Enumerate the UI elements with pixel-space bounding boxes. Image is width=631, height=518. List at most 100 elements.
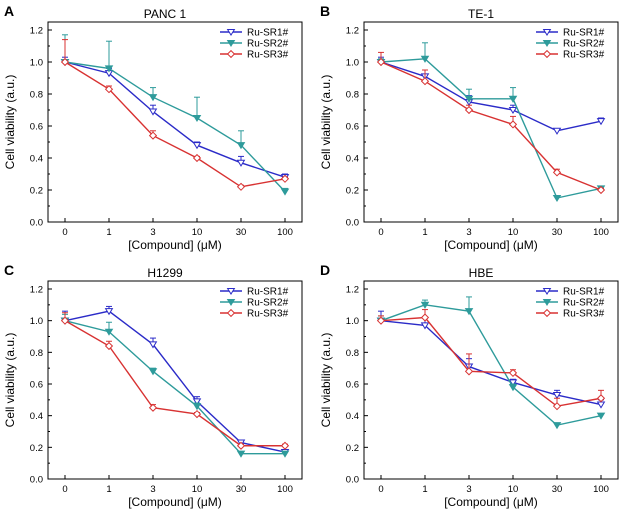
chart-title: HBE [469,266,494,280]
legend-label: Ru-SR1# [563,287,605,298]
chart-title: PANC 1 [144,7,187,21]
y-tick-label: 1.0 [346,58,359,69]
y-axis-label: Cell viability (a.u.) [319,333,333,428]
y-tick-label: 0.4 [346,154,359,165]
data-point [148,368,158,376]
data-point [552,422,562,430]
series-line [380,316,602,407]
series-line [64,61,286,188]
y-tick-label: 0.8 [30,348,43,359]
y-axis-label: Cell viability (a.u.) [3,333,17,428]
series-line [380,319,602,406]
data-point [104,341,114,351]
y-tick-label: 0.4 [30,154,43,165]
y-tick-label: 1.2 [30,285,43,296]
series-line [380,61,602,191]
x-tick-label: 30 [552,484,563,495]
data-point [508,95,518,103]
data-point [60,57,70,67]
y-tick-label: 0.8 [30,90,43,101]
data-point [192,409,202,419]
legend-marker [542,39,552,48]
series-ru-sr2 [60,34,290,196]
data-point [280,441,290,450]
legend-marker [542,28,552,37]
x-axis-label: [Compound] (μM) [128,238,222,252]
data-point [236,142,246,150]
x-tick-label: 3 [150,484,155,495]
data-point [192,142,202,150]
x-tick-label: 100 [277,484,293,495]
data-point [60,316,70,325]
y-tick-label: 0.0 [30,475,43,486]
y-tick-label: 0.4 [346,411,359,422]
data-point [552,402,562,411]
data-point [552,392,562,400]
series-ru-sr2 [60,313,290,458]
legend-marker [226,49,236,59]
x-tick-label: 3 [466,227,471,238]
y-tick-label: 0.0 [346,475,359,486]
data-point [104,308,114,316]
x-tick-label: 100 [593,227,609,238]
y-tick-label: 1.2 [346,26,359,37]
data-point [508,106,518,115]
plot-frame [47,21,303,223]
legend-marker [226,298,236,307]
y-tick-label: 0.6 [346,122,359,133]
legend-label: Ru-SR1# [247,28,289,39]
series-line [64,310,286,453]
legend-marker [226,28,236,37]
x-tick-label: 1 [106,484,111,495]
x-tick-label: 10 [508,227,519,238]
data-point [508,379,518,387]
data-point [236,182,246,191]
y-tick-label: 1.0 [30,58,43,69]
y-tick-label: 0.0 [30,218,43,229]
series-ru-sr3 [376,51,606,195]
chart-panel-b: B TE-1 0.0 0.2 0.4 0.6 0.8 1.0 1.2 0 1 3 10 30 100 [Com… [319,3,619,252]
panel-letter: A [4,3,14,19]
x-tick-label: 0 [62,227,67,238]
plot-frame [363,280,619,480]
legend-marker [542,287,552,296]
legend-marker [542,49,552,59]
data-point [420,55,430,63]
data-point [464,105,474,115]
x-tick-label: 30 [236,484,247,495]
series-line [380,58,602,199]
data-point [508,384,518,392]
series-ru-sr1 [376,310,606,409]
data-point [236,159,246,167]
series-line [64,320,285,447]
x-tick-label: 30 [236,227,247,238]
series-ru-sr2 [376,42,606,203]
x-tick-label: 3 [466,484,471,495]
x-tick-label: 30 [552,227,563,238]
series-line [64,61,286,193]
y-tick-label: 1.2 [30,26,43,37]
data-point [596,401,606,409]
y-tick-label: 1.0 [30,316,43,327]
x-tick-label: 0 [378,484,383,495]
x-tick-label: 100 [593,484,609,495]
legend-marker [542,308,552,318]
chart-panel-d: D HBE 0.0 0.2 0.4 0.6 0.8 1.0 1.2 0 1 3 10 30 100 [Comp… [319,262,619,509]
y-axis-label: Cell viability (a.u.) [319,75,333,170]
x-tick-label: 100 [277,227,293,238]
x-axis-label: [Compound] (μM) [128,495,222,509]
legend-marker [226,308,236,318]
data-point [192,153,202,163]
data-point [148,131,158,140]
x-tick-label: 1 [106,227,111,238]
chart-panel-a: A PANC 1 0.0 0.2 0.4 0.6 0.8 1.0 1.2 0 1 3 10 30 100 [C… [3,3,303,252]
data-point [104,85,114,94]
data-point [420,77,430,86]
plot-frame [47,280,303,480]
chart-title: H1299 [147,266,183,280]
legend-marker [226,39,236,48]
panel-letter: B [320,3,330,19]
legend-marker [226,287,236,296]
data-point [280,188,290,196]
